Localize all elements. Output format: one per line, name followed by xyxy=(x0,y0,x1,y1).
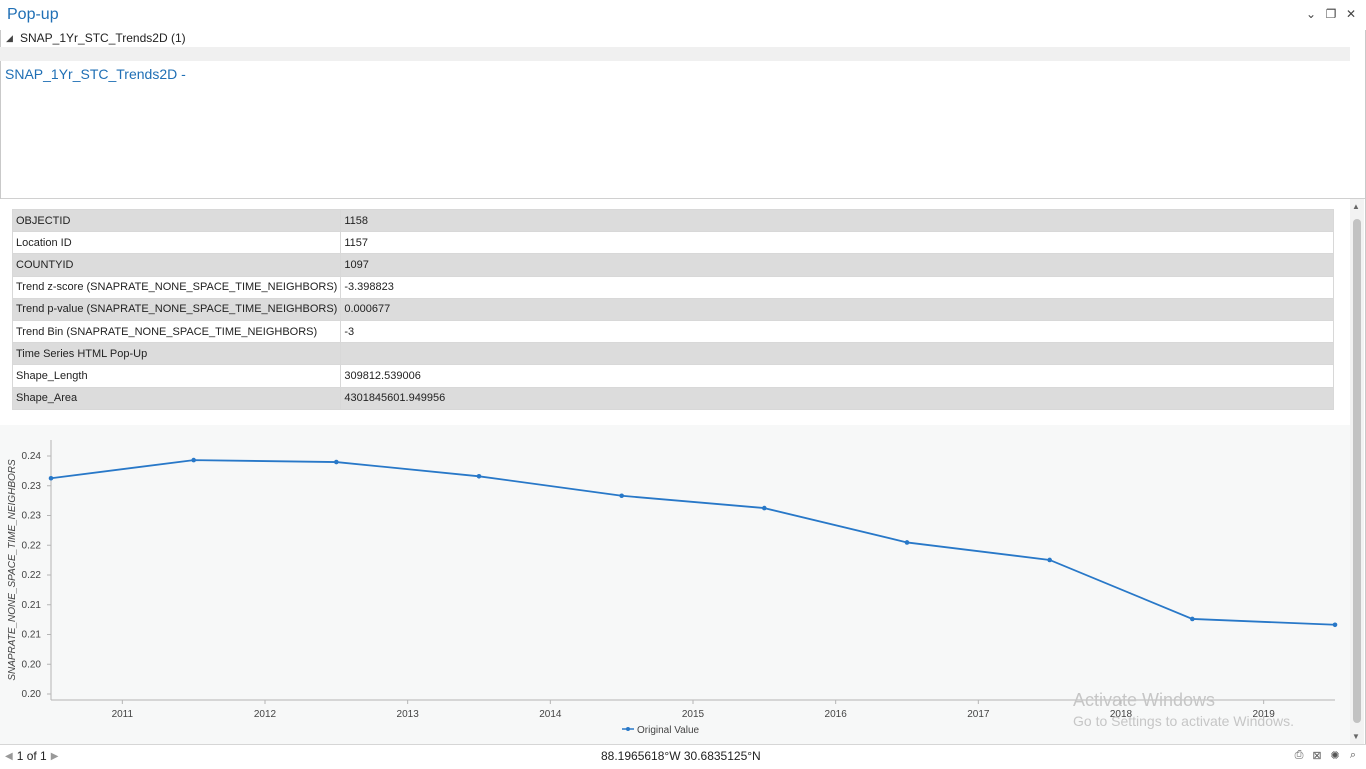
y-tick-label: 0.21 xyxy=(22,600,42,611)
attribute-row: Location ID 1157 xyxy=(11,231,1334,255)
attribute-key: Location ID xyxy=(11,231,342,255)
popup-content: SNAP_1Yr_STC_Trends2D - xyxy=(1,61,1365,199)
x-tick-label: 2013 xyxy=(397,709,420,720)
attribute-key: Shape_Area xyxy=(11,386,342,410)
data-point xyxy=(619,493,624,499)
scrollbar-thumb[interactable] xyxy=(1353,219,1361,723)
y-tick-label: 0.21 xyxy=(22,630,42,641)
series-line xyxy=(50,459,1336,626)
vertical-scrollbar[interactable]: ▲ ▼ xyxy=(1350,199,1364,744)
attribute-key: OBJECTID xyxy=(11,208,342,233)
layer-row[interactable]: ◢ SNAP_1Yr_STC_Trends2D (1) xyxy=(0,30,1366,48)
data-point xyxy=(1332,622,1338,628)
y-tick-label: 0.24 xyxy=(22,451,42,462)
attribute-value: 1157 xyxy=(340,231,1334,255)
attribute-value: 309812.539006 xyxy=(340,364,1334,388)
y-tick-label: 0.20 xyxy=(22,659,42,670)
x-tick-label: 2012 xyxy=(254,709,277,720)
attribute-value: 0.000677 xyxy=(340,297,1334,321)
x-tick-label: 2016 xyxy=(825,709,848,720)
attribute-key: Trend Bin (SNAPRATE_NONE_SPACE_TIME_NEIG… xyxy=(11,319,342,344)
zoom-to-icon[interactable]: ⊠ xyxy=(1312,749,1322,762)
window-title: Pop-up xyxy=(7,6,59,23)
attribute-row: Shape_Area 4301845601.949956 xyxy=(11,386,1334,410)
title-bar: Pop-up ⌄ ❐ ✕ xyxy=(0,0,1366,30)
attribute-value: -3.398823 xyxy=(340,275,1334,299)
x-tick-label: 2019 xyxy=(1253,709,1276,720)
attribute-key: Shape_Length xyxy=(11,364,342,388)
x-tick-label: 2017 xyxy=(967,709,990,720)
x-tick-label: 2018 xyxy=(1110,709,1133,720)
data-point xyxy=(762,505,767,511)
y-axis-title: SNAPRATE_NONE_SPACE_TIME_NEIGHBORS xyxy=(7,459,18,681)
attribute-key: Trend z-score (SNAPRATE_NONE_SPACE_TIME_… xyxy=(11,275,342,299)
layer-label[interactable]: SNAP_1Yr_STC_Trends2D (1) xyxy=(20,31,186,45)
attribute-value xyxy=(340,342,1334,366)
attribute-row: OBJECTID 1158 xyxy=(11,208,1334,233)
legend-swatch-marker xyxy=(626,727,630,731)
data-point xyxy=(191,457,196,463)
previous-record-icon[interactable]: ◀ xyxy=(5,750,13,762)
attribute-key: COUNTYID xyxy=(11,253,342,277)
attribute-row: COUNTYID 1097 xyxy=(11,253,1334,277)
attribute-row: Trend z-score (SNAPRATE_NONE_SPACE_TIME_… xyxy=(11,275,1334,299)
y-tick-label: 0.23 xyxy=(22,481,42,492)
attribute-value: 1158 xyxy=(340,208,1334,233)
y-tick-label: 0.20 xyxy=(22,689,42,700)
flash-icon[interactable]: ✺ xyxy=(1330,749,1340,762)
x-tick-label: 2014 xyxy=(539,709,562,720)
x-tick-label: 2015 xyxy=(682,709,705,720)
data-point xyxy=(1047,557,1052,563)
attribute-value: -3 xyxy=(340,319,1334,344)
feature-heading: SNAP_1Yr_STC_Trends2D - xyxy=(5,66,186,82)
window-controls: ⌄ ❐ ✕ xyxy=(1304,7,1358,21)
data-point xyxy=(334,459,339,465)
record-navigator: ◀ 1 of 1 ▶ xyxy=(5,749,58,763)
expand-triangle-icon[interactable]: ◢ xyxy=(6,33,13,43)
x-tick-label: 2011 xyxy=(112,709,134,720)
attribute-key: Trend p-value (SNAPRATE_NONE_SPACE_TIME_… xyxy=(11,297,342,321)
data-point xyxy=(1190,616,1195,622)
y-tick-label: 0.22 xyxy=(22,570,42,581)
restore-icon[interactable]: ❐ xyxy=(1325,7,1337,21)
attribute-value: 1097 xyxy=(340,253,1334,277)
status-bar: ◀ 1 of 1 ▶ 88.1965618°W 30.6835125°N ⎙ ⊠… xyxy=(0,744,1366,769)
attribute-key: Time Series HTML Pop-Up xyxy=(11,342,342,366)
scroll-up-icon[interactable]: ▲ xyxy=(1352,202,1360,211)
pan-icon[interactable]: ⌕ xyxy=(1349,748,1357,761)
coordinate-readout: 88.1965618°W 30.6835125°N xyxy=(601,749,761,763)
legend-label: Original Value xyxy=(637,725,700,736)
attribute-row: Trend Bin (SNAPRATE_NONE_SPACE_TIME_NEIG… xyxy=(11,319,1334,344)
next-record-icon[interactable]: ▶ xyxy=(50,750,59,762)
chevron-down-icon[interactable]: ⌄ xyxy=(1305,7,1317,21)
scroll-down-icon[interactable]: ▼ xyxy=(1352,732,1360,741)
data-point xyxy=(48,475,54,481)
status-tools: ⎙ ⊠ ✺ ⌕ xyxy=(1292,748,1360,762)
y-tick-label: 0.22 xyxy=(22,540,42,551)
attribute-value: 4301845601.949956 xyxy=(340,386,1334,410)
attribute-row: Trend p-value (SNAPRATE_NONE_SPACE_TIME_… xyxy=(11,297,1334,321)
attribute-row: Shape_Length 309812.539006 xyxy=(11,364,1334,388)
y-tick-label: 0.23 xyxy=(22,511,42,522)
time-series-chart: 0.24 0.23 0.23 0.22 0.22 0.21 0.21 0.20 0.20 2011… xyxy=(7,440,1338,736)
record-count: 1 of 1 xyxy=(16,749,47,763)
data-point xyxy=(476,474,482,479)
separator-strip xyxy=(0,47,1350,61)
attribute-row: Time Series HTML Pop-Up xyxy=(11,342,1334,366)
chart-panel: 0.24 0.23 0.23 0.22 0.22 0.21 0.21 0.20 0.20 2011… xyxy=(0,425,1350,745)
print-icon[interactable]: ⎙ xyxy=(1294,748,1304,761)
attribute-table: OBJECTID 1158 Location ID 1157 COUNTYID 1097 T… xyxy=(11,208,1334,410)
data-point xyxy=(904,540,910,545)
close-icon[interactable]: ✕ xyxy=(1345,7,1357,21)
